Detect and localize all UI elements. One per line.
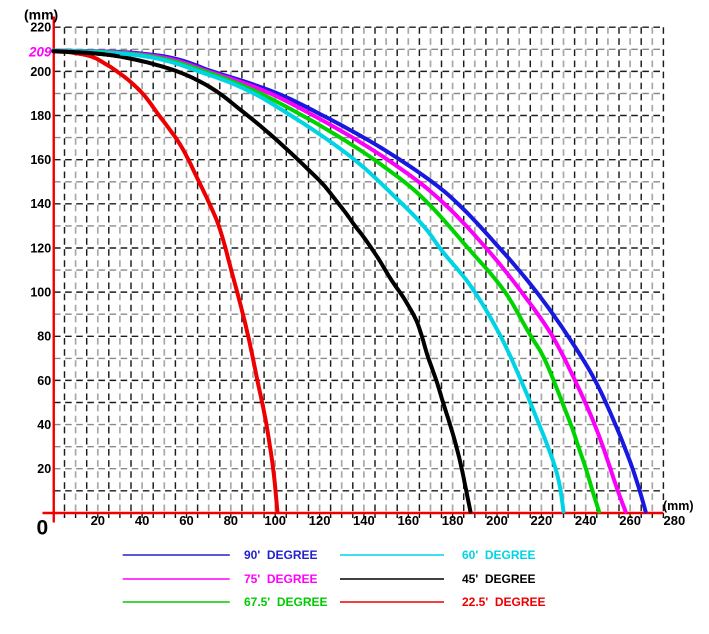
- svg-text:140: 140: [353, 513, 375, 528]
- svg-text:80: 80: [37, 330, 51, 344]
- svg-text:80: 80: [224, 513, 238, 528]
- svg-text:180: 180: [442, 513, 464, 528]
- svg-text:220: 220: [531, 513, 553, 528]
- svg-text:200: 200: [486, 513, 508, 528]
- svg-text:120: 120: [30, 241, 51, 255]
- svg-text:(mm): (mm): [663, 499, 694, 513]
- svg-text:160: 160: [30, 153, 51, 167]
- svg-text:100: 100: [30, 286, 51, 300]
- svg-text:200: 200: [30, 65, 51, 79]
- svg-text:209: 209: [28, 44, 52, 59]
- svg-text:22.5' DEGREE: 22.5' DEGREE: [462, 595, 546, 609]
- svg-text:280: 280: [664, 513, 686, 528]
- svg-text:40: 40: [37, 418, 51, 432]
- svg-text:75' DEGREE: 75' DEGREE: [244, 572, 318, 586]
- svg-text:20: 20: [37, 462, 51, 476]
- svg-text:100: 100: [264, 513, 286, 528]
- svg-text:40: 40: [135, 513, 149, 528]
- svg-text:260: 260: [619, 513, 641, 528]
- svg-text:20: 20: [91, 513, 105, 528]
- svg-text:160: 160: [397, 513, 419, 528]
- svg-text:120: 120: [309, 513, 331, 528]
- svg-text:67.5' DEGREE: 67.5' DEGREE: [244, 595, 328, 609]
- svg-text:(mm): (mm): [24, 7, 58, 23]
- svg-text:0: 0: [37, 517, 49, 540]
- svg-text:180: 180: [30, 109, 51, 123]
- svg-text:60: 60: [179, 513, 193, 528]
- svg-text:140: 140: [30, 197, 51, 211]
- svg-text:45' DEGREE: 45' DEGREE: [462, 572, 536, 586]
- svg-text:220: 220: [30, 21, 51, 35]
- svg-text:60: 60: [37, 374, 51, 388]
- svg-text:240: 240: [575, 513, 597, 528]
- svg-text:60' DEGREE: 60' DEGREE: [462, 548, 536, 562]
- svg-text:90' DEGREE: 90' DEGREE: [244, 548, 318, 562]
